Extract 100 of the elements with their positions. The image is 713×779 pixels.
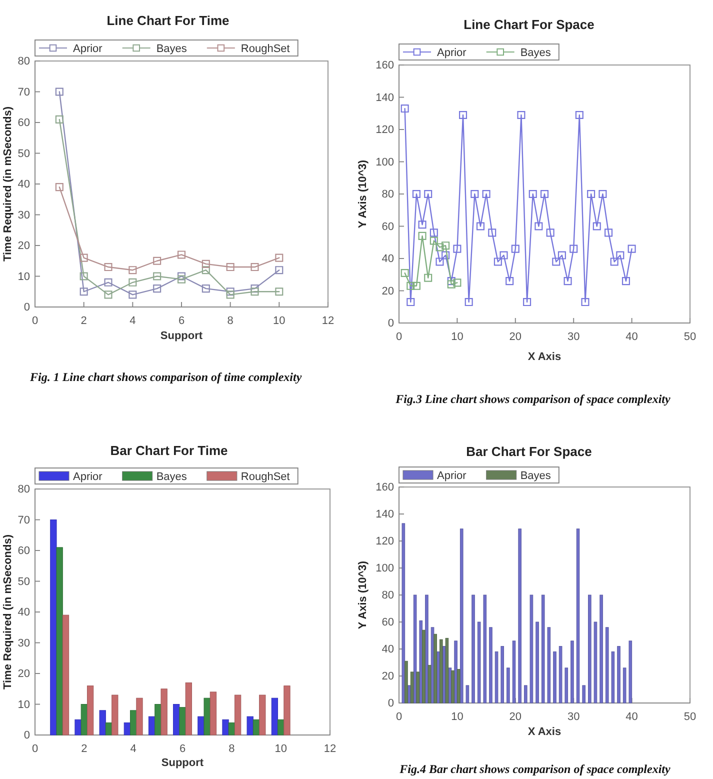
bar bbox=[547, 627, 551, 704]
point bbox=[523, 298, 532, 306]
bar bbox=[489, 627, 492, 704]
point bbox=[528, 190, 537, 198]
x-tick-label: 0 bbox=[32, 314, 38, 327]
bar bbox=[252, 719, 260, 736]
point bbox=[558, 251, 566, 260]
bar bbox=[136, 698, 143, 736]
bar bbox=[434, 634, 437, 704]
y-tick-label: 50 bbox=[18, 148, 30, 160]
point bbox=[442, 242, 450, 250]
point bbox=[598, 190, 607, 198]
bar bbox=[246, 716, 254, 736]
point bbox=[400, 269, 409, 278]
y-tick-label: 70 bbox=[18, 86, 30, 98]
point bbox=[177, 275, 186, 284]
chart-title: Line Chart For Time bbox=[106, 13, 230, 28]
y-tick-label: 40 bbox=[382, 644, 394, 656]
x-tick-label: 4 bbox=[130, 742, 136, 755]
point bbox=[412, 282, 420, 290]
bar bbox=[185, 682, 192, 736]
bar bbox=[518, 528, 522, 704]
legend-label: Aprior bbox=[437, 470, 467, 482]
point bbox=[494, 258, 502, 266]
bar bbox=[494, 651, 498, 704]
bar bbox=[74, 719, 82, 736]
bar bbox=[628, 640, 632, 704]
legend-label: Bayes bbox=[156, 42, 188, 55]
point bbox=[453, 244, 462, 253]
bar bbox=[86, 686, 94, 736]
point bbox=[506, 277, 514, 286]
bar bbox=[404, 660, 408, 704]
point bbox=[418, 220, 426, 229]
bar bbox=[483, 594, 487, 704]
bar bbox=[154, 704, 162, 736]
point bbox=[610, 258, 618, 266]
point bbox=[587, 190, 596, 198]
x-tick-label: 0 bbox=[396, 330, 402, 343]
x-tick-label: 20 bbox=[509, 710, 522, 723]
x-tick-label: 2 bbox=[81, 742, 88, 755]
bar bbox=[416, 672, 420, 704]
y-tick-label: 80 bbox=[18, 484, 30, 496]
x-axis-title: Support bbox=[161, 757, 204, 769]
x-tick-label: 10 bbox=[451, 330, 464, 343]
point bbox=[581, 298, 590, 306]
x-tick-label: 50 bbox=[684, 710, 696, 723]
bar bbox=[198, 716, 204, 736]
point bbox=[552, 258, 560, 266]
point bbox=[570, 244, 578, 253]
caption: Fig.3 Line chart shows comparison of space complexity bbox=[394, 392, 671, 406]
bar bbox=[105, 722, 112, 736]
y-tick-label: 80 bbox=[382, 188, 394, 201]
bar bbox=[179, 707, 186, 736]
bar bbox=[80, 704, 88, 736]
y-tick-label: 160 bbox=[376, 482, 394, 494]
bar bbox=[284, 686, 290, 736]
bar bbox=[456, 669, 460, 704]
point bbox=[470, 190, 479, 198]
bar bbox=[553, 651, 556, 704]
point bbox=[575, 110, 584, 119]
point bbox=[436, 243, 444, 252]
x-tick-label: 12 bbox=[324, 742, 336, 755]
caption: Fig. 1 Line chart shows comparison of time complexity bbox=[29, 370, 302, 384]
point bbox=[104, 278, 112, 286]
x-tick-label: 4 bbox=[130, 314, 136, 327]
y-axis-title: Y Axis (10^3) bbox=[356, 160, 369, 228]
point bbox=[418, 232, 426, 240]
point bbox=[604, 228, 613, 237]
bar bbox=[570, 640, 574, 704]
point bbox=[104, 290, 112, 299]
point bbox=[177, 250, 186, 259]
bar bbox=[50, 520, 57, 736]
bar bbox=[439, 639, 443, 704]
bar bbox=[477, 622, 481, 704]
point bbox=[275, 288, 284, 296]
bar bbox=[271, 698, 278, 736]
x-tick-label: 0 bbox=[396, 710, 402, 723]
bar bbox=[228, 722, 235, 736]
x-tick-label: 40 bbox=[626, 330, 638, 343]
x-tick-label: 8 bbox=[228, 742, 235, 755]
point bbox=[616, 251, 624, 260]
point bbox=[430, 228, 438, 237]
point bbox=[226, 263, 234, 272]
x-tick-label: 10 bbox=[274, 742, 287, 755]
bar bbox=[428, 664, 432, 704]
x-tick-label: 12 bbox=[322, 314, 334, 327]
bar bbox=[582, 685, 586, 704]
bar bbox=[204, 698, 210, 736]
legend-label: Aprior bbox=[73, 470, 103, 483]
x-tick-label: 20 bbox=[509, 330, 522, 343]
point bbox=[436, 258, 444, 266]
legend-label: RoughSet bbox=[240, 42, 290, 55]
bar bbox=[541, 594, 545, 704]
bar bbox=[410, 672, 414, 704]
y-tick-label: 0 bbox=[24, 302, 30, 314]
bar bbox=[278, 719, 284, 736]
bar bbox=[62, 614, 70, 736]
x-tick-label: 6 bbox=[179, 742, 186, 755]
x-tick-label: 2 bbox=[80, 314, 87, 327]
point bbox=[453, 278, 462, 287]
